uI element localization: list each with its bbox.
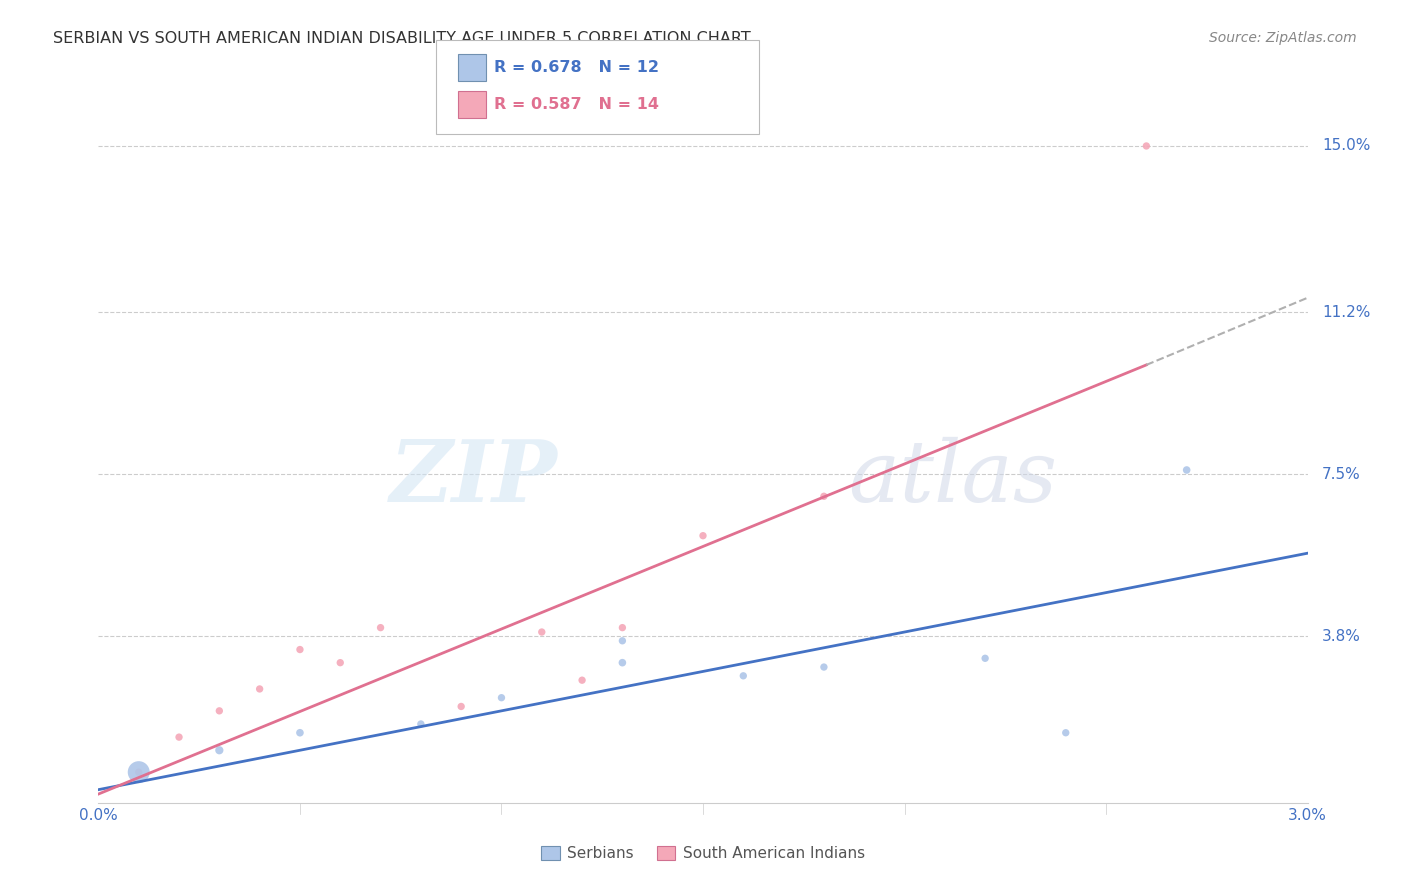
Point	[612, 656, 634, 670]
Point	[208, 743, 231, 757]
Point	[612, 633, 634, 648]
Point	[208, 704, 231, 718]
Text: SERBIAN VS SOUTH AMERICAN INDIAN DISABILITY AGE UNDER 5 CORRELATION CHART: SERBIAN VS SOUTH AMERICAN INDIAN DISABIL…	[53, 31, 751, 46]
Text: 7.5%: 7.5%	[1322, 467, 1361, 482]
Point	[128, 765, 150, 780]
Point	[167, 730, 190, 744]
Point	[409, 717, 432, 731]
Text: ZIP: ZIP	[389, 436, 558, 519]
Text: 15.0%: 15.0%	[1322, 138, 1371, 153]
Point	[813, 489, 835, 503]
Point	[974, 651, 997, 665]
Point	[288, 725, 311, 739]
Point	[612, 621, 634, 635]
Point	[571, 673, 593, 688]
Text: 3.8%: 3.8%	[1322, 629, 1361, 644]
Point	[1175, 463, 1198, 477]
Point	[1054, 725, 1077, 739]
Point	[491, 690, 513, 705]
Text: atlas: atlas	[848, 436, 1057, 519]
Point	[1135, 139, 1157, 153]
Text: Source: ZipAtlas.com: Source: ZipAtlas.com	[1209, 31, 1357, 45]
Point	[370, 621, 392, 635]
Point	[288, 642, 311, 657]
Point	[128, 765, 150, 780]
Text: R = 0.678   N = 12: R = 0.678 N = 12	[494, 61, 658, 75]
Point	[249, 681, 271, 696]
Text: R = 0.587   N = 14: R = 0.587 N = 14	[494, 97, 658, 112]
Point	[530, 625, 553, 640]
Point	[450, 699, 472, 714]
Point	[733, 669, 755, 683]
Point	[813, 660, 835, 674]
Legend: Serbians, South American Indians: Serbians, South American Indians	[536, 840, 870, 867]
Point	[692, 529, 714, 543]
Text: 11.2%: 11.2%	[1322, 305, 1371, 320]
Point	[329, 656, 352, 670]
